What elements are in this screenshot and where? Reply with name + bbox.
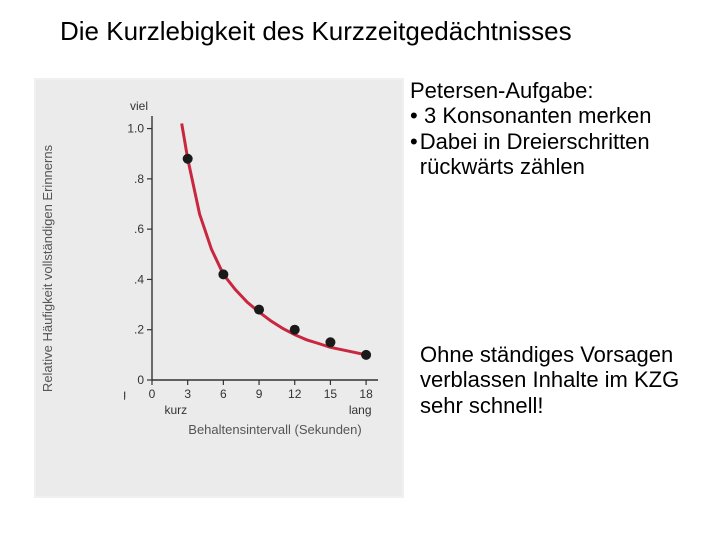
data-point <box>361 350 371 360</box>
svg-text:kurz: kurz <box>164 403 187 417</box>
svg-text:.8: .8 <box>134 172 144 186</box>
bullet-text: 3 Konsonanten merken <box>424 103 652 128</box>
page-title: Die Kurzlebigkeit des Kurzzeitgedächtnis… <box>60 16 572 47</box>
svg-text:0: 0 <box>137 373 144 387</box>
svg-text:.6: .6 <box>134 222 144 236</box>
task-description: Petersen-Aufgabe: •3 Konsonanten merken … <box>410 78 700 179</box>
bullet-item: •3 Konsonanten merken <box>410 103 700 128</box>
bullet-item: •Dabei in Dreier­schritten rückwärts zäh… <box>410 129 700 180</box>
svg-text:18: 18 <box>359 387 373 401</box>
svg-text:.2: .2 <box>134 323 144 337</box>
bullet-text: Dabei in Dreier­schritten rückwärts zähl… <box>420 129 700 180</box>
svg-text:9: 9 <box>256 387 263 401</box>
x-axis-label: Behaltensintervall (Sekunden) <box>175 422 375 437</box>
svg-text:.4: .4 <box>134 272 144 286</box>
svg-text:gering: gering <box>124 387 126 401</box>
chart-panel: Relative Häufigkeit vollständigen Erinne… <box>34 78 404 498</box>
y-axis-label: Relative Häufigkeit vollständigen Erinne… <box>41 144 56 391</box>
task-heading: Petersen-Aufgabe: <box>410 78 700 103</box>
conclusion-text: Ohne ständiges Vorsagen verblassen Inhal… <box>420 342 710 418</box>
svg-text:lang: lang <box>349 403 372 417</box>
data-point <box>183 154 193 164</box>
svg-text:12: 12 <box>288 387 302 401</box>
svg-text:viel: viel <box>130 99 148 113</box>
svg-text:0: 0 <box>149 387 156 401</box>
data-point <box>325 337 335 347</box>
slide: Die Kurzlebigkeit des Kurzzeitgedächtnis… <box>0 0 720 540</box>
chart-svg: 0 .2 .4 .6 .8 1.0 0 3 6 9 12 15 18 viel gering kurz lang <box>124 88 384 428</box>
svg-text:3: 3 <box>184 387 191 401</box>
svg-text:1.0: 1.0 <box>127 122 144 136</box>
chart-curve <box>182 124 366 355</box>
svg-text:15: 15 <box>324 387 338 401</box>
svg-text:6: 6 <box>220 387 227 401</box>
data-point <box>218 269 228 279</box>
data-point <box>290 325 300 335</box>
y-axis-label-container: Relative Häufigkeit vollständigen Erinne… <box>38 158 58 378</box>
data-point <box>254 305 264 315</box>
